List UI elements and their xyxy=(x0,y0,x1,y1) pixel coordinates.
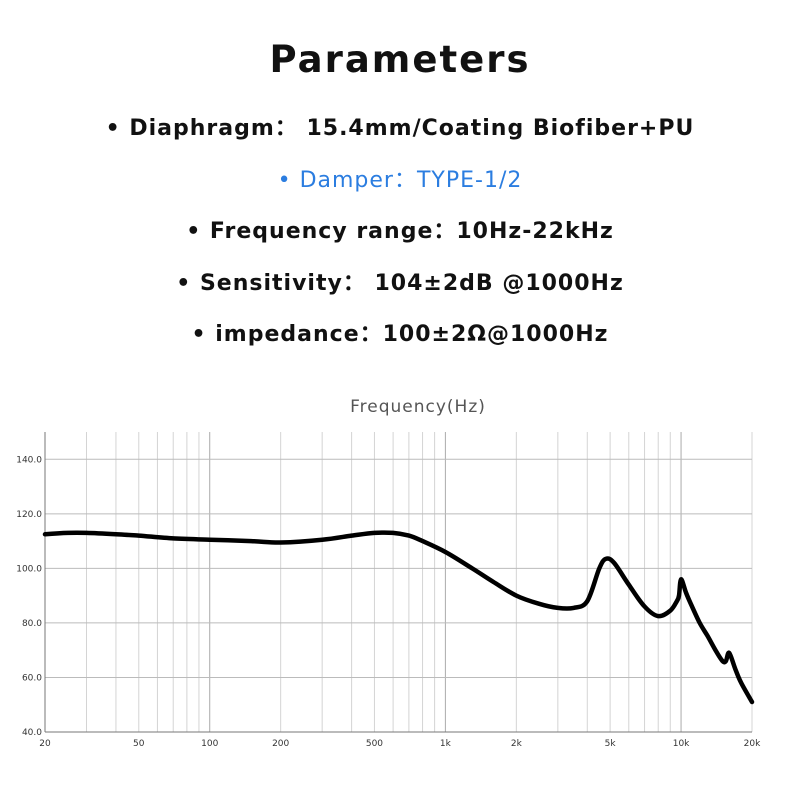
frequency-response-line xyxy=(42,530,755,705)
spec-diaphragm: • Diaphragm： 15.4mm/Coating Biofiber+PU xyxy=(105,116,695,141)
y-tick-label: 40.0 xyxy=(22,728,42,738)
x-tick-label: 20 xyxy=(39,739,51,749)
x-tick-label: 200 xyxy=(272,739,289,749)
x-tick-label: 5k xyxy=(605,739,617,749)
spec-sensitivity: • Sensitivity： 104±2dB @1000Hz xyxy=(176,271,624,296)
x-tick-label: 100 xyxy=(201,739,218,749)
x-tick-label: 20k xyxy=(744,739,761,749)
y-tick-label: 100.0 xyxy=(16,564,42,574)
spec-impedance: • impedance：100±2Ω@1000Hz xyxy=(191,322,609,347)
x-tick-label: 2k xyxy=(511,739,523,749)
page-title: Parameters xyxy=(269,38,531,81)
chart-title: Frequency(Hz) xyxy=(350,397,486,417)
spec-damper: • Damper：TYPE-1/2 xyxy=(277,168,523,193)
spec-frequency-range: • Frequency range：10Hz-22kHz xyxy=(186,219,614,244)
y-tick-label: 60.0 xyxy=(22,673,42,683)
x-tick-label: 1k xyxy=(440,739,452,749)
frequency-response-chart: Frequency(Hz) 40.0 60.0 80.0 100.0 120.0 140.0… xyxy=(16,397,761,749)
y-tick-label: 120.0 xyxy=(16,510,42,520)
y-tick-label: 80.0 xyxy=(22,619,42,629)
y-tick-label: 140.0 xyxy=(16,455,42,465)
x-tick-label: 50 xyxy=(133,739,145,749)
x-tick-label: 10k xyxy=(673,739,690,749)
x-tick-label: 500 xyxy=(366,739,383,749)
